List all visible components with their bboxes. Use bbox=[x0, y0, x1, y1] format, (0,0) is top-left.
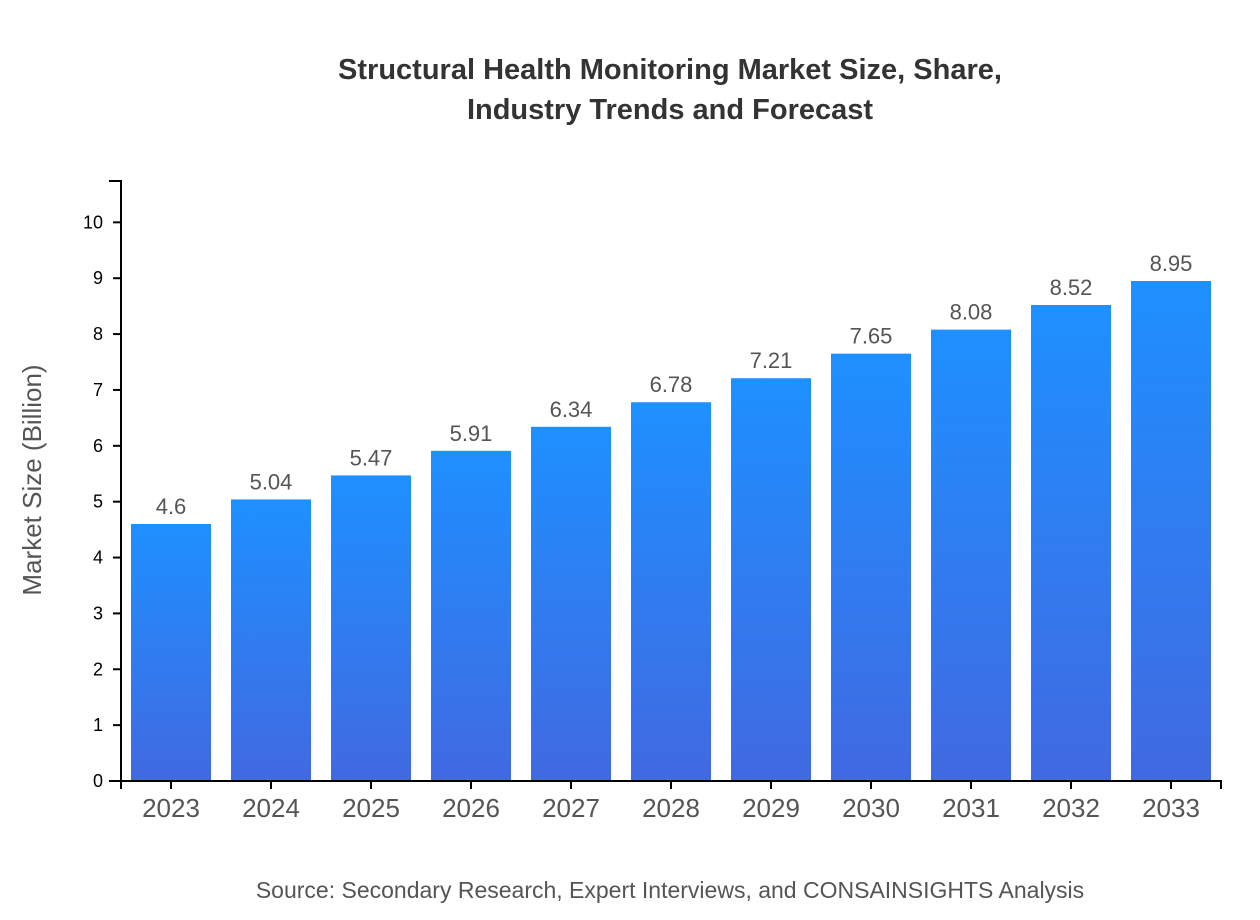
x-tick-label: 2024 bbox=[242, 793, 300, 823]
bar-2024 bbox=[231, 499, 311, 781]
data-label: 6.34 bbox=[550, 397, 593, 422]
y-tick-label: 7 bbox=[93, 380, 103, 400]
y-tick-label: 4 bbox=[93, 548, 103, 568]
x-tick-label: 2032 bbox=[1042, 793, 1100, 823]
data-label: 6.78 bbox=[650, 372, 693, 397]
x-tick-label: 2031 bbox=[942, 793, 1000, 823]
bar-2028 bbox=[631, 402, 711, 781]
data-label: 8.52 bbox=[1050, 275, 1093, 300]
bar-2023 bbox=[131, 524, 211, 781]
chart-title-line-1: Structural Health Monitoring Market Size… bbox=[338, 54, 1002, 86]
y-tick-label: 8 bbox=[93, 324, 103, 344]
x-tick-label: 2023 bbox=[142, 793, 200, 823]
x-tick-label: 2033 bbox=[1142, 793, 1200, 823]
data-label: 8.95 bbox=[1150, 251, 1193, 276]
y-tick-label: 9 bbox=[93, 268, 103, 288]
bar-2033 bbox=[1131, 281, 1211, 781]
x-tick-label: 2026 bbox=[442, 793, 500, 823]
y-tick-label: 3 bbox=[93, 603, 103, 623]
data-label: 5.04 bbox=[250, 469, 293, 494]
x-tick-label: 2027 bbox=[542, 793, 600, 823]
y-tick-label: 1 bbox=[93, 715, 103, 735]
source-note: Source: Secondary Research, Expert Inter… bbox=[255, 877, 1085, 903]
chart-title: Structural Health Monitoring Market Size… bbox=[0, 50, 1260, 130]
y-tick-label: 10 bbox=[83, 212, 103, 232]
y-axis-line bbox=[109, 180, 122, 782]
y-axis-label: Market Size (Billion) bbox=[17, 364, 47, 595]
bar-2032 bbox=[1031, 305, 1111, 781]
y-tick-label: 6 bbox=[93, 436, 103, 456]
x-axis-line bbox=[120, 780, 1222, 789]
bar-2030 bbox=[831, 353, 911, 781]
bar-2027 bbox=[531, 426, 611, 781]
bars-group: 4.6 5.04 5.47 5.91 6.34 6.78 7.21 7.65 8.08 8.52 8… bbox=[131, 251, 1211, 781]
y-axis: 0 1 2 3 4 5 6 7 8 9 10 bbox=[83, 180, 122, 791]
data-label: 5.47 bbox=[350, 445, 393, 470]
x-axis: 2023 2024 2025 2026 2027 2028 2029 2030 2031 2032… bbox=[120, 780, 1222, 823]
bar-2029 bbox=[731, 378, 811, 781]
bar-2026 bbox=[431, 450, 511, 781]
bar-2031 bbox=[931, 329, 1011, 781]
data-label: 7.21 bbox=[750, 348, 793, 373]
chart-title-line-2: Industry Trends and Forecast bbox=[466, 94, 874, 126]
bar-2025 bbox=[331, 475, 411, 781]
x-tick-label: 2028 bbox=[642, 793, 700, 823]
y-tick-label: 0 bbox=[93, 771, 103, 791]
data-label: 8.08 bbox=[950, 300, 993, 325]
x-tick-label: 2030 bbox=[842, 793, 900, 823]
y-tick-label: 2 bbox=[93, 659, 103, 679]
x-tick-label: 2025 bbox=[342, 793, 400, 823]
x-tick-label: 2029 bbox=[742, 793, 800, 823]
data-label: 7.65 bbox=[850, 324, 893, 349]
data-label: 5.91 bbox=[450, 421, 493, 446]
data-label: 4.6 bbox=[156, 494, 187, 519]
y-tick-label: 5 bbox=[93, 492, 103, 512]
